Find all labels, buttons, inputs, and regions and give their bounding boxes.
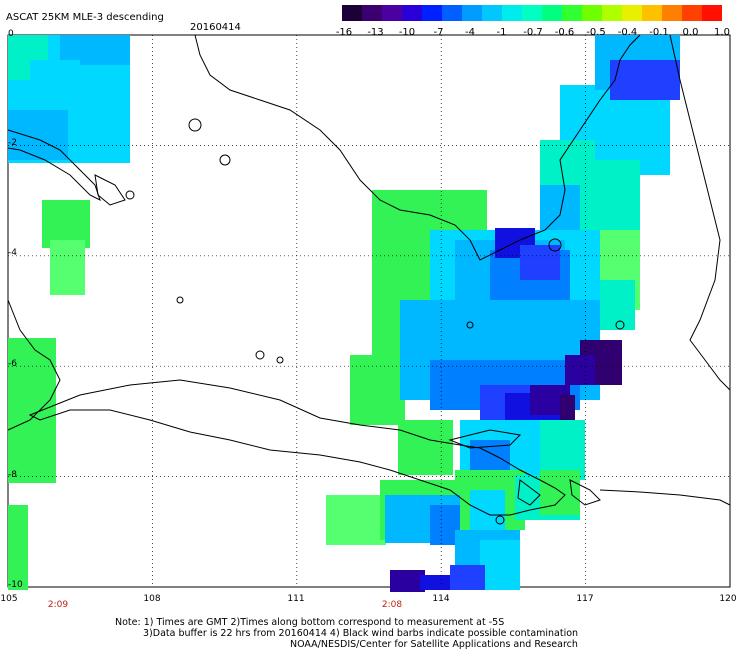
lon-label-108: 108 [143, 594, 161, 604]
lat-label-6: -6 [8, 359, 17, 369]
colorbar-swatch [402, 5, 422, 21]
colorbar-tick-label: -0.7 [523, 27, 543, 38]
coastline [7, 129, 101, 201]
colorbar-swatch [702, 5, 722, 21]
colorbar-swatch [422, 5, 442, 21]
colorbar-swatch [522, 5, 542, 21]
small-island [548, 238, 562, 252]
coastline [669, 34, 731, 391]
colorbar-tick-label: -10 [398, 27, 416, 38]
small-island [276, 356, 284, 364]
small-island [255, 350, 265, 360]
lat-label-2: -2 [8, 138, 17, 148]
colorbar-swatch [462, 5, 482, 21]
small-island [125, 190, 135, 200]
coastline [194, 34, 641, 261]
colorbar-swatch [362, 5, 382, 21]
swath-cell [470, 440, 510, 470]
colorbar-tick-label: -16 [335, 27, 353, 38]
colorbar-swatch [342, 5, 362, 21]
colorbar-tick-label: -0.6 [554, 27, 575, 38]
swath-cell [326, 495, 386, 545]
colorbar-swatch [582, 5, 602, 21]
colorbar-swatch [482, 5, 502, 21]
colorbar [342, 5, 722, 21]
data-swath [8, 35, 680, 592]
swath-cell [480, 540, 520, 590]
coastline [517, 479, 541, 506]
colorbar-swatch [542, 5, 562, 21]
grid-lines [8, 35, 730, 587]
colorbar-tick-label: -0.1 [649, 27, 669, 38]
note-line-3: NOAA/NESDIS/Center for Satellite Applica… [290, 639, 578, 650]
coastline [94, 174, 126, 206]
colorbar-swatch [442, 5, 462, 21]
colorbar-tick-label: -0.4 [617, 27, 638, 38]
colorbar-tick-label: 0.0 [682, 27, 699, 38]
swath-cell [8, 505, 28, 590]
lon-label-111: 111 [287, 594, 305, 604]
swath-cell [565, 355, 595, 385]
swath-cell [450, 565, 485, 590]
swath-cell [50, 240, 85, 295]
chart-date: 20160414 [190, 22, 241, 33]
colorbar-tick-label: 1.0 [714, 27, 730, 38]
swath-cell [398, 420, 453, 475]
note-line-2: 3)Data buffer is 22 hrs from 20160414 4)… [143, 628, 579, 639]
colorbar-tick-label: -0.5 [586, 27, 606, 38]
time-label-2: 2:08 [381, 600, 403, 610]
small-island [615, 320, 625, 330]
swath-cell [350, 355, 405, 425]
colorbar-tick-label: -13 [367, 27, 384, 38]
colorbar-swatch [662, 5, 682, 21]
colorbar-swatch [602, 5, 622, 21]
note-line-1: Note: 1) Times are GMT 2)Times along bot… [115, 617, 505, 628]
small-island [219, 154, 231, 166]
chart-title: ASCAT 25KM MLE-3 descending [6, 12, 164, 23]
lon-label-120: 120 [719, 594, 737, 604]
lat-label-4: -4 [8, 248, 17, 258]
lat-label-10: -10 [8, 580, 23, 590]
colorbar-swatch [382, 5, 402, 21]
coastline [599, 489, 731, 506]
lon-label-105: 105 [0, 594, 18, 604]
small-island [495, 515, 505, 525]
coastlines [7, 34, 731, 525]
colorbar-swatch [502, 5, 522, 21]
colorbar-tick-label: -1 [496, 27, 507, 38]
coastline [448, 429, 522, 449]
swath-cell [8, 110, 68, 160]
lat-label-8: -8 [8, 470, 17, 480]
swath-cell [30, 60, 80, 100]
swath-cell [85, 80, 123, 130]
swath-cell [610, 60, 680, 100]
colorbar-tick-label: -7 [433, 27, 444, 38]
colorbar-swatch [682, 5, 702, 21]
coastline [28, 379, 566, 516]
swath-cell [390, 570, 425, 592]
swath-cell [520, 245, 560, 280]
lon-label-114: 114 [432, 594, 450, 604]
colorbar-tick-label: -4 [465, 27, 475, 38]
small-island [466, 321, 474, 329]
lat-label-0: 0 [8, 29, 14, 39]
coastline [569, 479, 601, 506]
plot-frame [7, 34, 731, 588]
colorbar-swatch [622, 5, 642, 21]
small-island [188, 118, 202, 132]
time-label-1: 2:09 [47, 600, 69, 610]
small-island [176, 296, 184, 304]
colorbar-swatch [642, 5, 662, 21]
lon-label-117: 117 [576, 594, 594, 604]
swath-cell [540, 470, 580, 515]
colorbar-swatch [562, 5, 582, 21]
swath-cell [8, 338, 56, 483]
